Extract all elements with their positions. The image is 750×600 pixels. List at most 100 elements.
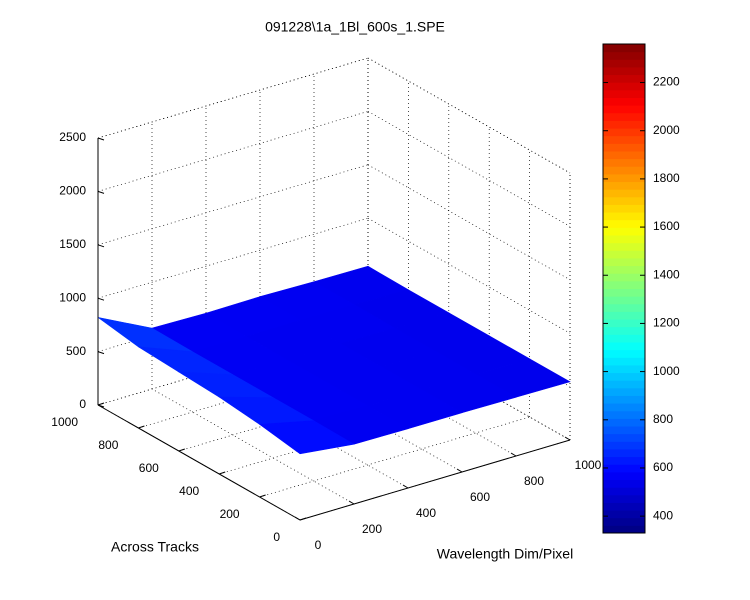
colorbar-swatch [603, 235, 645, 244]
colorbar-swatch [603, 250, 645, 259]
colorbar-swatch [603, 380, 645, 389]
y-tick [97, 402, 105, 406]
colorbar-tick-label: 2000 [653, 123, 680, 137]
y-tick-label: 600 [139, 461, 159, 475]
colorbar-swatch [603, 59, 645, 68]
y-tick [299, 517, 307, 521]
grid-line [97, 217, 369, 299]
colorbar-swatch [603, 189, 645, 198]
grid-line [97, 57, 369, 139]
colorbar-swatch [603, 479, 645, 488]
x-tick-label: 600 [470, 490, 490, 504]
x-tick-label: 200 [362, 522, 382, 536]
colorbar-swatch [603, 181, 645, 190]
colorbar-swatch [603, 426, 645, 435]
colorbar-swatch [603, 502, 645, 511]
colorbar-swatch [603, 135, 645, 144]
colorbar-swatch [603, 433, 645, 442]
colorbar-tick-label: 400 [653, 508, 673, 522]
y-tick-label: 800 [98, 438, 118, 452]
colorbar-tick-label: 600 [653, 460, 673, 474]
x-tick [294, 516, 301, 521]
colorbar-swatch [603, 166, 645, 175]
colorbar-swatch [603, 204, 645, 213]
y-tick-label: 400 [179, 484, 199, 498]
colorbar-swatch [603, 311, 645, 320]
chart-title: 091228\1a_1Bl_600s_1.SPE [265, 19, 445, 35]
z-tick [97, 137, 105, 141]
colorbar-swatch [603, 372, 645, 381]
colorbar-swatch [603, 173, 645, 183]
colorbar-swatch [603, 265, 645, 274]
y-tick-label: 1000 [51, 415, 78, 429]
colorbar-swatch [603, 349, 645, 358]
colorbar-swatch [603, 219, 645, 228]
y-axis [97, 404, 301, 521]
colorbar-swatch [603, 196, 645, 205]
colorbar-swatch [603, 387, 645, 396]
grid-line [151, 388, 355, 505]
colorbar-swatch [603, 303, 645, 312]
colorbar-swatch [603, 364, 645, 374]
x-axis [299, 439, 571, 521]
colorbar-swatch [603, 44, 645, 53]
z-tick-label: 500 [66, 344, 86, 358]
y-tick-label: 200 [220, 507, 240, 521]
colorbar-swatch [603, 510, 645, 519]
colorbar-swatch [603, 456, 645, 465]
x-tick-label: 400 [416, 506, 436, 520]
colorbar-swatch [603, 89, 645, 98]
colorbar-swatch [603, 51, 645, 60]
colorbar-swatch [603, 403, 645, 412]
colorbar-swatch [603, 334, 645, 343]
y-axis-label: Across Tracks [111, 539, 199, 555]
grid-line [97, 111, 369, 192]
colorbar-swatch [603, 273, 645, 282]
colorbar-tick-label: 1400 [653, 267, 680, 281]
colorbar-tick-label: 1000 [653, 364, 680, 378]
grid-line [367, 217, 571, 334]
colorbar-tick-label: 1600 [653, 219, 680, 233]
colorbar-tick-label: 2200 [653, 75, 680, 89]
colorbar-tick-label: 1200 [653, 316, 680, 330]
x-axis-label: Wavelength Dim/Pixel [437, 546, 573, 562]
colorbar-swatch [603, 112, 645, 121]
colorbar-swatch [603, 82, 645, 91]
colorbar-swatch [603, 517, 645, 526]
z-tick [97, 190, 105, 194]
x-tick [348, 500, 355, 505]
colorbar-swatch [603, 487, 645, 496]
colorbar-swatch [603, 296, 645, 305]
y-tick [259, 494, 266, 498]
colorbar-swatch [603, 494, 645, 503]
z-tick [97, 297, 105, 301]
colorbar-swatch [603, 448, 645, 458]
colorbar-tick-label: 1800 [653, 171, 680, 185]
colorbar-swatch [603, 242, 645, 251]
colorbar-swatch [603, 97, 645, 106]
colorbar-swatch [603, 525, 645, 534]
colorbar-swatch [603, 280, 645, 289]
colorbar-swatch [603, 66, 645, 76]
colorbar-swatch [603, 150, 645, 160]
z-tick [97, 244, 105, 248]
y-tick [219, 471, 226, 475]
x-tick [510, 452, 517, 457]
colorbar-swatch [603, 341, 645, 351]
colorbar-swatch [603, 257, 645, 267]
colorbar-swatch [603, 319, 645, 328]
grid-line [97, 164, 369, 246]
colorbar-frame [602, 43, 646, 534]
grid-line [367, 57, 571, 174]
colorbar-swatch [603, 158, 645, 167]
colorbar-swatch [603, 288, 645, 297]
colorbar-swatch [603, 441, 645, 450]
z-tick [97, 351, 105, 355]
colorbar-swatch [603, 227, 645, 236]
colorbar-swatch [603, 464, 645, 473]
z-tick [97, 404, 105, 408]
z-tick-label: 2000 [59, 184, 86, 198]
x-tick [456, 468, 463, 473]
grid-line [259, 416, 530, 498]
